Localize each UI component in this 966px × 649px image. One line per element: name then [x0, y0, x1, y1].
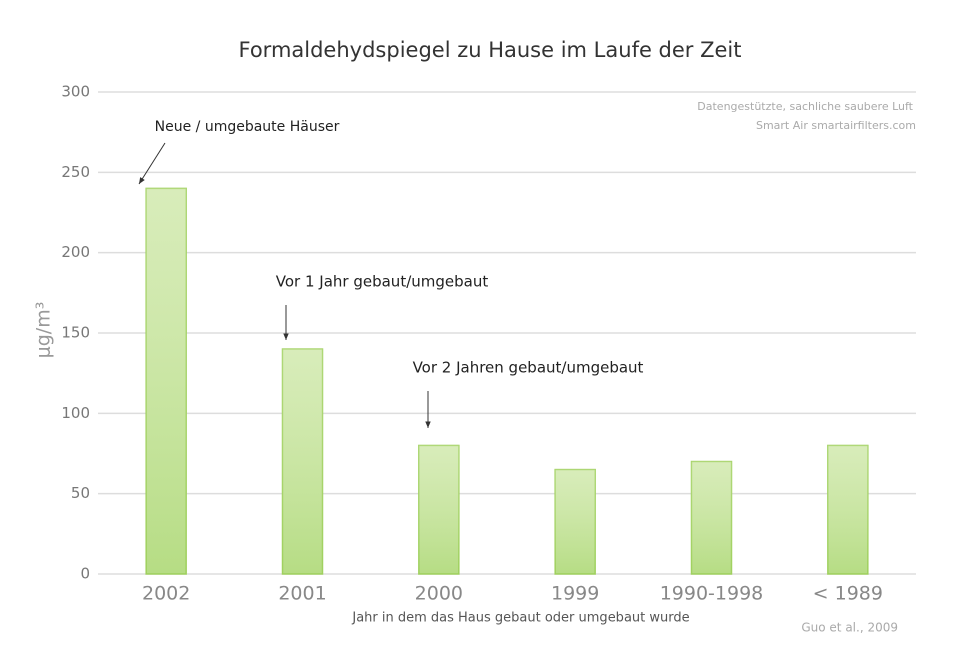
y-tick-label: 50: [71, 484, 90, 502]
y-tick-label: 300: [61, 83, 90, 101]
y-tick-label: 250: [61, 163, 90, 181]
annotation: Vor 2 Jahren gebaut/umgebaut: [413, 359, 644, 377]
y-tick-label: 200: [61, 243, 90, 261]
source: Guo et al., 2009: [801, 621, 898, 635]
x-tick-label: 2002: [142, 583, 190, 605]
y-axis-label: μg/m³: [33, 302, 55, 359]
bar-shade: [418, 445, 459, 574]
y-tick-label: 150: [61, 324, 90, 342]
bar-shade: [282, 349, 323, 574]
chart-title: Formaldehydspiegel zu Hause im Laufe der…: [239, 38, 742, 62]
y-tick-label: 0: [80, 565, 90, 583]
x-tick-label: 1999: [551, 583, 599, 605]
arrow-head: [139, 177, 145, 184]
x-tick-label: 1990-1998: [660, 583, 764, 605]
arrow-head: [283, 333, 289, 340]
note: Smart Air smartairfilters.com: [756, 119, 916, 132]
x-axis-label: Jahr in dem das Haus gebaut oder umgebau…: [351, 611, 689, 626]
annotation-arrow: [138, 142, 166, 185]
x-tick-label: 2000: [415, 583, 463, 605]
bar-shade: [146, 188, 187, 574]
y-tick-label: 100: [61, 404, 90, 422]
x-tick-label: < 1989: [813, 583, 883, 605]
note: Datengestützte, sachliche saubere Luft: [697, 100, 913, 113]
annotation: Neue / umgebaute Häuser: [155, 119, 340, 135]
bar-shade: [827, 445, 868, 574]
bar-shade: [691, 461, 732, 574]
annotation: Vor 1 Jahr gebaut/umgebaut: [276, 273, 489, 291]
x-tick-label: 2001: [278, 583, 326, 605]
arrow-head: [425, 421, 431, 428]
bar-shade: [555, 469, 596, 574]
